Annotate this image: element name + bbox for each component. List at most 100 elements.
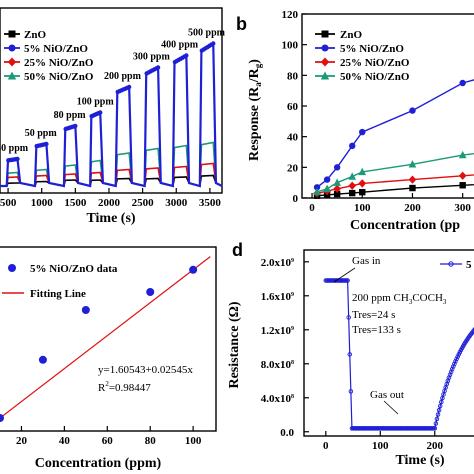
panel-d-frame (303, 249, 474, 437)
fitting-line (0, 256, 211, 419)
legend-label: 25% NiO/ZnO (24, 57, 94, 69)
data-point (81, 306, 90, 314)
data-point (359, 128, 366, 136)
data-point (0, 414, 4, 422)
y-tick-label: 20 (287, 162, 299, 174)
x-tick-label: 0 (309, 202, 315, 214)
data-point-a-5pct (44, 141, 49, 147)
x-tick-label: 2000 (98, 197, 121, 209)
x-tick-label: 200 (404, 202, 421, 214)
panel-d-label: d (232, 240, 243, 260)
legend-label: ZnO (24, 29, 46, 41)
data-point (349, 142, 356, 150)
y-tick-label: 100 (282, 40, 299, 52)
data-point (409, 184, 416, 192)
data-point (348, 181, 357, 190)
panel-b-legend: ZnO 5% NiO/ZnO 25% NiO/ZnO 50% NiO/ZnO (315, 29, 410, 83)
pulse-label: 200 ppm (104, 71, 142, 82)
data-point (432, 426, 438, 431)
data-point (458, 171, 467, 180)
data-point (451, 364, 456, 369)
data-point (408, 160, 417, 168)
data-point-a-5pct (98, 110, 103, 115)
panel-d-plot (323, 278, 474, 431)
data-point (345, 278, 350, 283)
data-point (189, 265, 198, 274)
y-tick-label: 1.6x109 (261, 291, 294, 303)
legend-marker (320, 57, 330, 67)
x-tick-label: 3500 (199, 197, 222, 209)
legend-label: Fitting Line (30, 288, 86, 300)
data-point (358, 167, 367, 176)
y-tick-label: 40 (287, 132, 299, 144)
data-point-a-5pct (73, 123, 78, 129)
legend-label: 5% NiO/ZnO data (30, 263, 118, 275)
legend-label: 50% NiO/ZnO (340, 71, 410, 83)
panel-a-legend: ZnO 5% NiO/ZnO 25% NiO/ZnO 50% NiO/ZnO (4, 29, 94, 83)
conc-label: 200 ppm CH3COCH3 (352, 292, 447, 306)
legend-label: 5 (466, 259, 472, 271)
x-tick-label: 2500 (132, 197, 155, 209)
data-point (472, 327, 474, 332)
pulse-label: 500 ppm (188, 28, 226, 39)
panel-b-ticks: 0 100 200 300 0 20 40 60 80 100 120 (282, 9, 472, 214)
data-point (456, 352, 461, 357)
x-tick-label: 300 (454, 202, 471, 214)
y-tick-label: 8.0x108 (261, 359, 294, 371)
data-point (323, 184, 331, 192)
x-tick-label: 1500 (64, 197, 87, 209)
panel-d-legend: 5 (440, 259, 472, 271)
legend-marker (8, 44, 16, 52)
data-point (449, 366, 455, 372)
panel-a: 30 ppm 50 ppm 80 ppm 100 ppm 200 ppm 300 ppm4… (0, 7, 226, 226)
fit-equation: y=1.60543+0.02545x (98, 364, 193, 376)
data-point (459, 79, 466, 87)
panel-c: 20 40 60 80 100 Concentration (ppm) 5% NiO/Z… (0, 246, 217, 471)
legend-marker (321, 30, 329, 38)
pulse-label: 80 ppm (54, 110, 87, 121)
panel-c-plot (0, 256, 211, 422)
x-tick-label: 100 (354, 202, 371, 214)
data-point (333, 190, 341, 198)
x-tick-label: 1000 (31, 197, 54, 209)
fit-r2: R2=0.98447 (98, 380, 151, 394)
y-tick-label: 0.0 (280, 427, 294, 439)
y-tick-label: 0 (293, 193, 299, 205)
y-tick-label: 120 (282, 9, 299, 21)
data-point-a-5pct (211, 41, 216, 46)
pulse-label: 400 ppm (161, 40, 199, 51)
data-point (470, 329, 474, 334)
pulse-label: 300 ppm (133, 52, 171, 63)
panel-d-ylabel: Resistance (Ω) (227, 301, 242, 388)
data-point (348, 172, 357, 180)
x-tick-label: 100 (372, 440, 389, 452)
x-tick-label: 0 (323, 440, 329, 452)
panel-c-legend: 5% NiO/ZnO data Fitting Line (2, 263, 118, 300)
panel-d: d 01002003000.04.0x1088.0x1081.2x1091.6x… (227, 240, 474, 468)
panel-a-xlabel: Time (s) (86, 211, 135, 226)
data-point (455, 354, 460, 359)
x-tick-label: 200 (427, 440, 444, 452)
legend-marker (448, 261, 454, 267)
x-tick-label: 3000 (165, 197, 188, 209)
data-point (348, 389, 354, 394)
pulse-label: 50 ppm (25, 128, 58, 139)
series-line-5-nio-zno (0, 41, 223, 188)
legend-marker (8, 30, 16, 38)
pulse-label: 30 ppm (0, 143, 29, 154)
data-point-a-5pct (184, 53, 189, 58)
legend-label: 50% NiO/ZnO (24, 71, 94, 83)
gas-out-arrow (383, 400, 399, 415)
data-point (409, 107, 416, 114)
legend-label: 5% NiO/ZnO (24, 43, 88, 55)
data-point (358, 179, 367, 188)
gas-in-label: Gas in (352, 255, 381, 267)
panel-b-frame (301, 13, 474, 199)
panel-d-xlabel: Time (s) (395, 453, 444, 468)
data-point (435, 412, 441, 417)
data-point (333, 164, 341, 171)
legend-label: 25% NiO/ZnO (340, 57, 410, 69)
panel-c-xlabel: Concentration (ppm) (35, 456, 162, 471)
data-point (452, 361, 457, 367)
y-tick-label: 60 (287, 101, 299, 113)
